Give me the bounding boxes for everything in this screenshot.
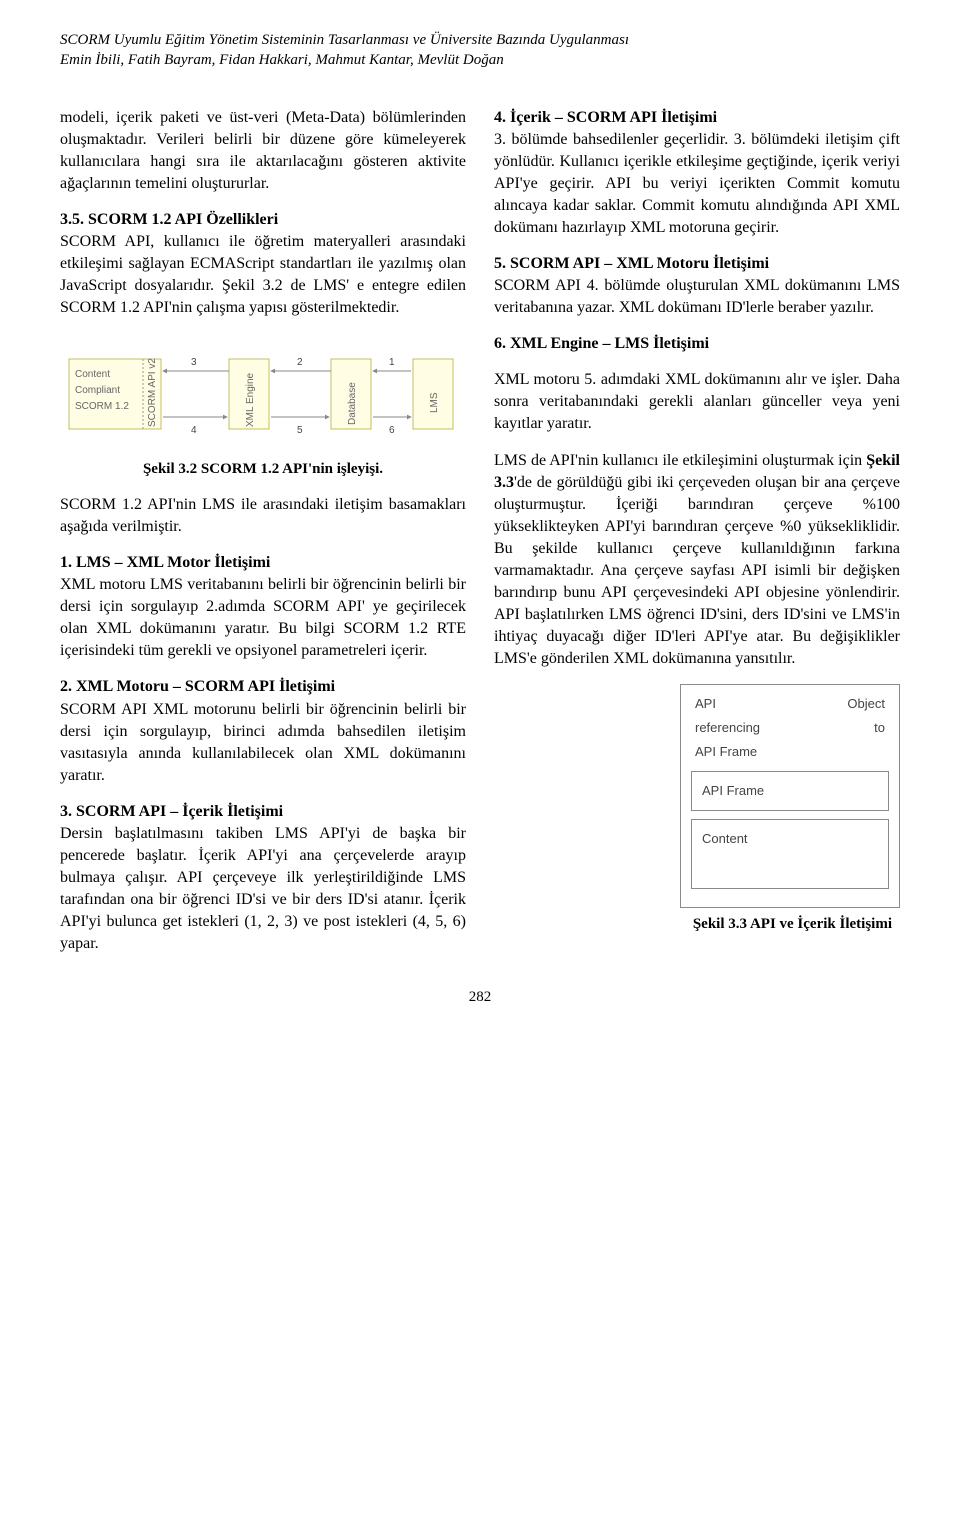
figure-3-3-row3: API Frame <box>691 743 889 767</box>
fig32-top-3: 3 <box>191 357 197 368</box>
figure-3-3-caption: Şekil 3.3 API ve İçerik İletişimi <box>494 914 892 935</box>
step-5-head: 5. SCORM API – XML Motoru İletişimi <box>494 255 769 272</box>
paper-title: SCORM Uyumlu Eğitim Yönetim Sisteminin T… <box>60 30 900 50</box>
step-3-body: Dersin başlatılmasını takiben LMS API'yi… <box>60 825 466 952</box>
figure-3-3: API Object referencing to API Frame API … <box>680 684 900 908</box>
section-3-5: 3.5. SCORM 1.2 API Özellikleri SCORM API… <box>60 209 466 319</box>
figure-3-2-caption: Şekil 3.2 SCORM 1.2 API'nin işleyişi. <box>60 459 466 480</box>
fig32-b0-l1: Compliant <box>75 385 120 396</box>
figure-3-2-svg: Content Compliant SCORM 1.2 SCORM API v2… <box>60 333 466 453</box>
paper-authors: Emin İbili, Fatih Bayram, Fidan Hakkari,… <box>60 50 900 70</box>
fig32-bot-5: 5 <box>297 425 303 436</box>
fig33-to: to <box>874 719 885 737</box>
fig32-b3-v: LMS <box>429 392 440 413</box>
fig33-apiframe-label: API Frame <box>695 743 757 761</box>
figure-3-3-row2: referencing to <box>691 719 889 743</box>
figure-3-2: Content Compliant SCORM 1.2 SCORM API v2… <box>60 333 466 453</box>
figure-3-3-outer-frame: API Object referencing to API Frame API … <box>680 684 900 908</box>
para-lms-b: 'de de görüldüğü gibi iki çerçeveden olu… <box>494 474 900 668</box>
fig32-b0-l2: SCORM 1.2 <box>75 401 129 412</box>
section-3-5-head: 3.5. SCORM 1.2 API Özellikleri <box>60 211 278 228</box>
para-steps-intro: SCORM 1.2 API'nin LMS ile arasındaki ile… <box>60 494 466 538</box>
para-lms-frames: LMS de API'nin kullanıcı ile etkileşimin… <box>494 450 900 671</box>
step-3: 3. SCORM API – İçerik İletişimi Dersin b… <box>60 801 466 956</box>
step-1-head: 1. LMS – XML Motor İletişimi <box>60 554 270 571</box>
step-4-head: 4. İçerik – SCORM API İletişimi <box>494 109 717 126</box>
fig33-object: Object <box>847 695 885 713</box>
step-3-head: 3. SCORM API – İçerik İletişimi <box>60 803 283 820</box>
left-column: modeli, içerik paketi ve üst-veri (Meta-… <box>60 107 466 970</box>
para-xml5: XML motoru 5. adımdaki XML dokümanını al… <box>494 369 900 435</box>
fig32-r-6: 6 <box>389 425 395 436</box>
fig32-b0-l0: Content <box>75 369 110 380</box>
step-4: 4. İçerik – SCORM API İletişimi 3. bölüm… <box>494 107 900 239</box>
fig32-b2-v: Database <box>347 382 358 425</box>
page-number: 282 <box>60 987 900 1008</box>
step-2: 2. XML Motoru – SCORM API İletişimi SCOR… <box>60 676 466 786</box>
fig32-r-1: 1 <box>389 357 395 368</box>
fig33-ref: referencing <box>695 719 760 737</box>
fig32-b0-v: SCORM API v2 <box>147 358 158 427</box>
fig33-api: API <box>695 695 716 713</box>
section-3-5-body: SCORM API, kullanıcı ile öğretim materya… <box>60 233 466 316</box>
step-4-body: 3. bölümde bahsedilenler geçerlidir. 3. … <box>494 131 900 236</box>
fig32-top-2: 2 <box>297 357 303 368</box>
step-5: 5. SCORM API – XML Motoru İletişimi SCOR… <box>494 253 900 319</box>
running-header: SCORM Uyumlu Eğitim Yönetim Sisteminin T… <box>60 30 900 71</box>
fig32-b1-v: XML Engine <box>245 373 256 428</box>
right-column: 4. İçerik – SCORM API İletişimi 3. bölüm… <box>494 107 900 970</box>
step-2-head: 2. XML Motoru – SCORM API İletişimi <box>60 678 335 695</box>
step-5-body: SCORM API 4. bölümde oluşturulan XML dok… <box>494 277 900 316</box>
step-2-body: SCORM API XML motorunu belirli bir öğren… <box>60 701 466 784</box>
para-intro: modeli, içerik paketi ve üst-veri (Meta-… <box>60 107 466 195</box>
step-6-head: 6. XML Engine – LMS İletişimi <box>494 335 709 352</box>
fig32-bot-4: 4 <box>191 425 197 436</box>
step-1-body: XML motoru LMS veritabanını belirli bir … <box>60 576 466 659</box>
step-1: 1. LMS – XML Motor İletişimi XML motoru … <box>60 552 466 662</box>
figure-3-3-content-frame: Content <box>691 819 889 889</box>
figure-3-3-row1: API Object <box>691 695 889 719</box>
page-columns: modeli, içerik paketi ve üst-veri (Meta-… <box>60 107 900 970</box>
step-6: 6. XML Engine – LMS İletişimi <box>494 333 900 355</box>
para-lms-a: LMS de API'nin kullanıcı ile etkileşimin… <box>494 452 866 469</box>
figure-3-3-api-frame: API Frame <box>691 771 889 811</box>
